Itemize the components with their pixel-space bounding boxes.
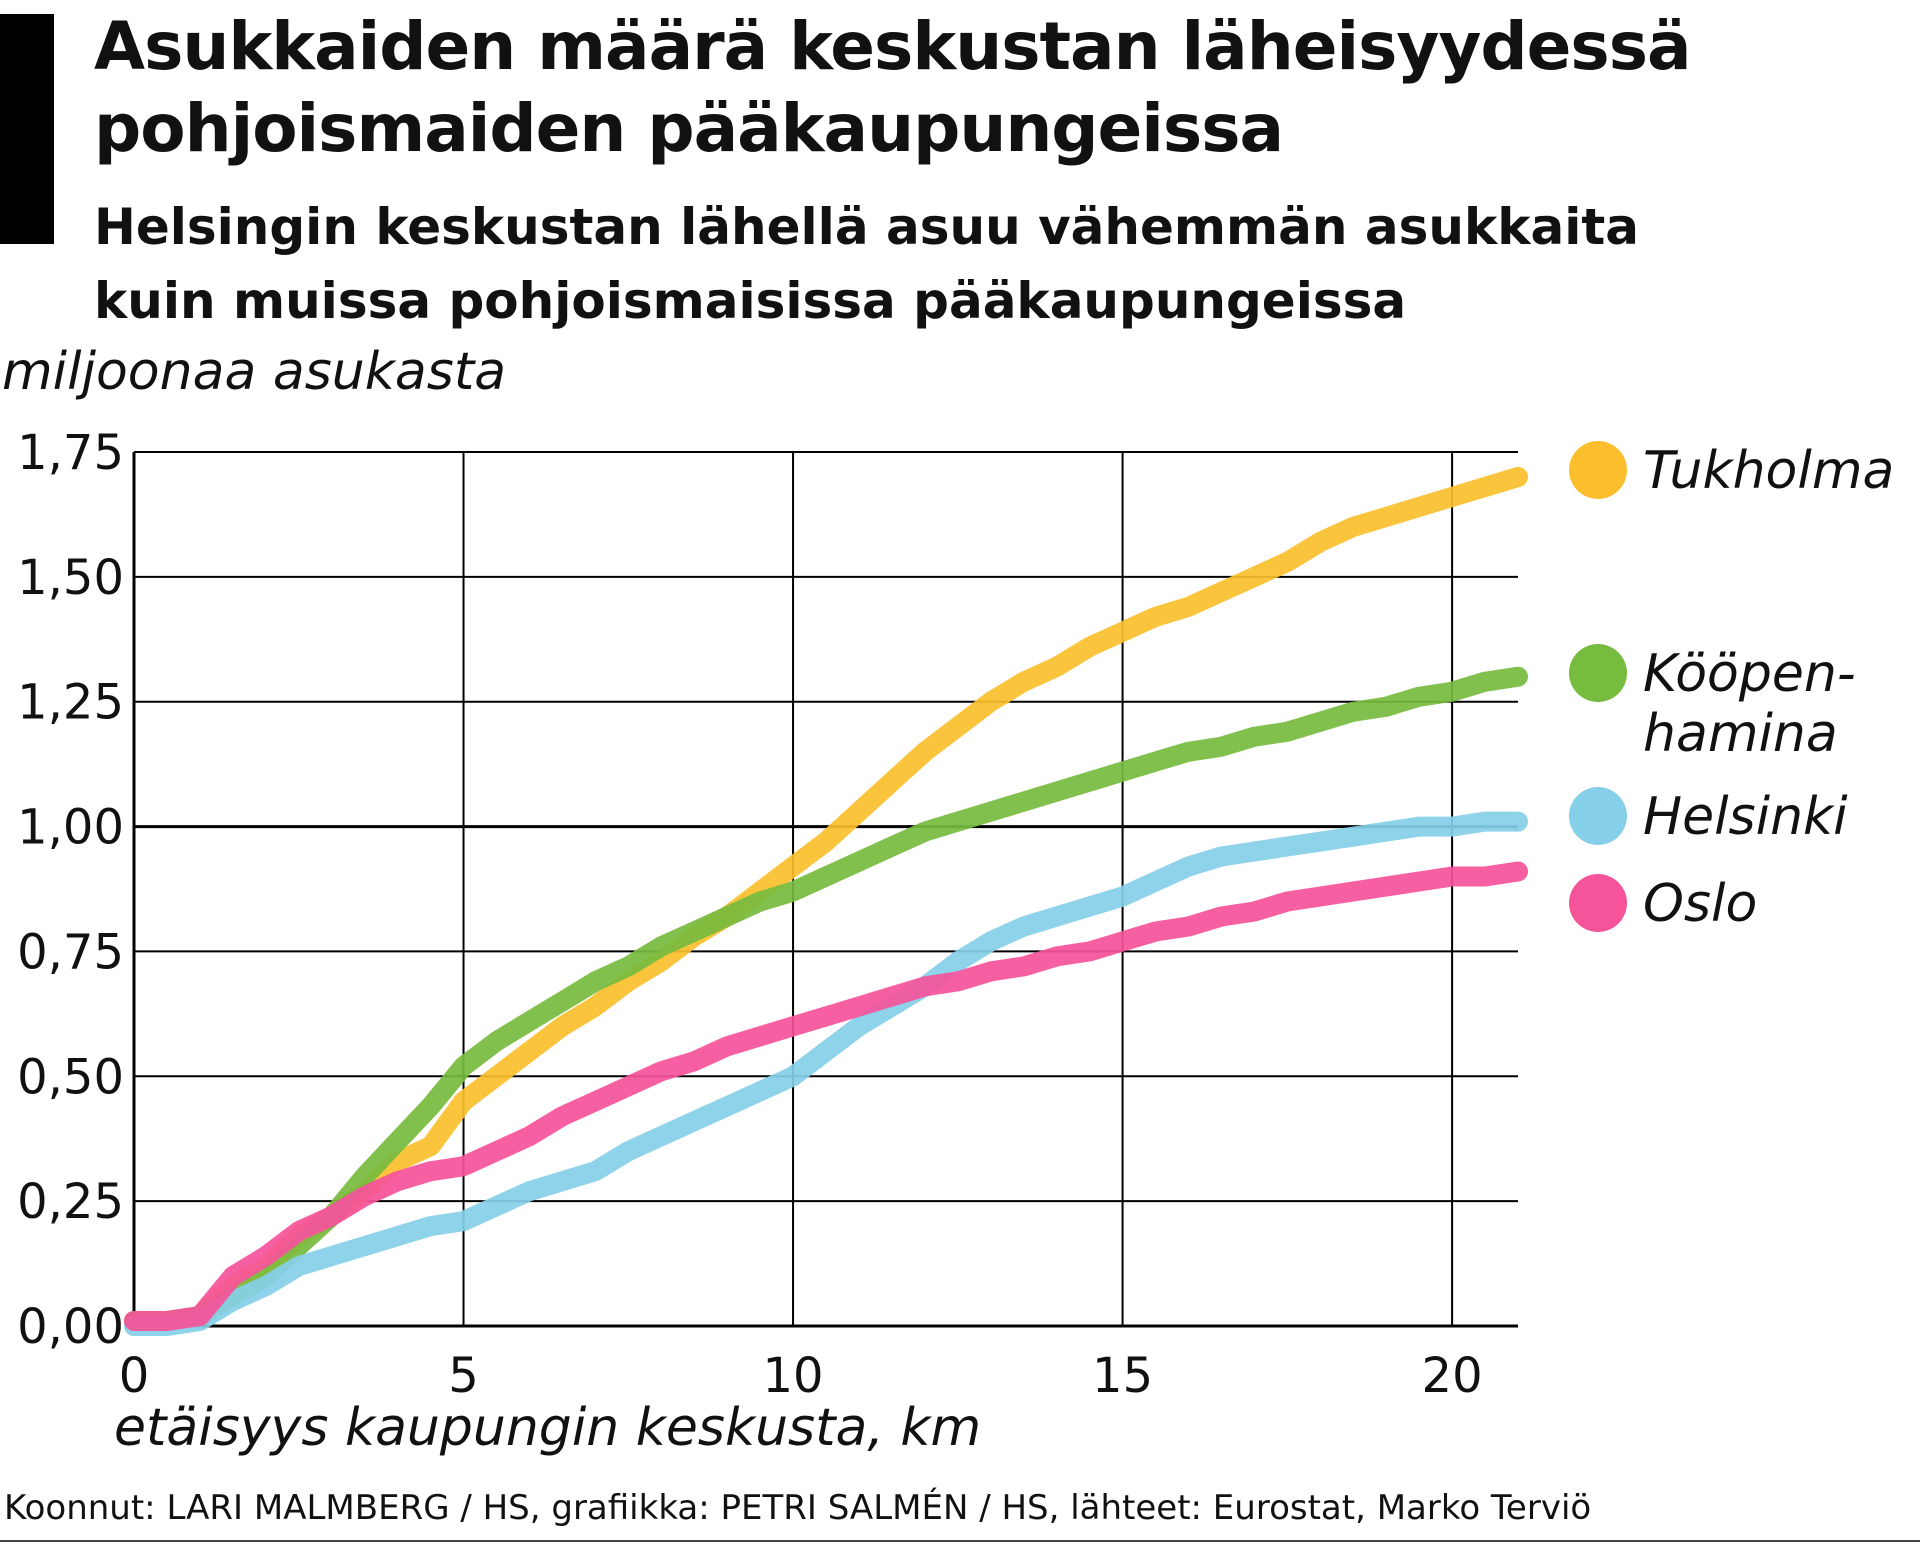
- chart-title-line-1: Asukkaiden määrä keskustan läheisyydessä: [94, 8, 1692, 85]
- legend-label-k-penhamina: hamina: [1643, 704, 1838, 764]
- bottom-divider: [0, 1540, 1920, 1542]
- chart-title: Asukkaiden määrä keskustan läheisyydessä…: [94, 6, 1692, 170]
- x-axis-label: etäisyys kaupungin keskusta, km: [114, 1398, 982, 1458]
- legend-label-tukholma: Tukholma: [1643, 441, 1894, 501]
- legend-marker-helsinki: [1569, 787, 1627, 845]
- source-credit: Koonnut: LARI MALMBERG / HS, grafiikka: …: [4, 1488, 1592, 1528]
- y-tick-label: 1,00: [17, 800, 124, 856]
- chart-title-line-2: pohjoismaiden pääkaupungeissa: [94, 90, 1284, 167]
- y-tick-label: 0,50: [17, 1049, 124, 1105]
- x-tick-label: 15: [1092, 1348, 1153, 1404]
- y-tick-label: 1,75: [17, 425, 124, 481]
- x-tick-label: 20: [1422, 1348, 1483, 1404]
- legend: Tukholma Kööpen-hamina Helsinki Oslo: [1569, 441, 1894, 934]
- legend-label-helsinki: Helsinki: [1643, 787, 1848, 847]
- y-tick-label: 1,50: [17, 550, 124, 606]
- y-tick-label: 0,75: [17, 924, 124, 980]
- y-axis-label: miljoonaa asukasta: [2, 342, 507, 402]
- y-tick-label: 0,00: [17, 1299, 124, 1355]
- chart-subtitle: Helsingin keskustan lähellä asuu vähemmä…: [94, 190, 1639, 338]
- legend-marker-oslo: [1569, 874, 1627, 932]
- title-accent-bar: [0, 14, 54, 244]
- axes: [132, 452, 1518, 1328]
- x-tick-label: 10: [763, 1348, 824, 1404]
- series-line-helsinki: [124, 811, 1528, 1336]
- chart-subtitle-line-1: Helsingin keskustan lähellä asuu vähemmä…: [94, 198, 1639, 256]
- chart-subtitle-line-2: kuin muissa pohjoismaisissa pääkaupungei…: [94, 272, 1407, 330]
- series-line-k-penhamina: [124, 666, 1528, 1331]
- legend-marker-k-penhamina: [1569, 644, 1627, 702]
- x-tick-label: 0: [119, 1348, 150, 1404]
- y-tick-label: 1,25: [17, 675, 124, 731]
- legend-label-k-penhamina: Kööpen-: [1643, 644, 1856, 704]
- x-tick-label: 5: [448, 1348, 479, 1404]
- legend-marker-tukholma: [1569, 441, 1627, 499]
- series-lines: [124, 467, 1528, 1336]
- y-tick-labels: 0,00 0,25 0,50 0,75 1,00 1,25 1,50 1,75: [17, 425, 124, 1355]
- x-tick-labels: 0 5 10 15 20: [119, 1348, 1483, 1404]
- y-tick-label: 0,25: [17, 1174, 124, 1230]
- series-line-oslo: [124, 861, 1528, 1331]
- legend-label-oslo: Oslo: [1643, 874, 1757, 934]
